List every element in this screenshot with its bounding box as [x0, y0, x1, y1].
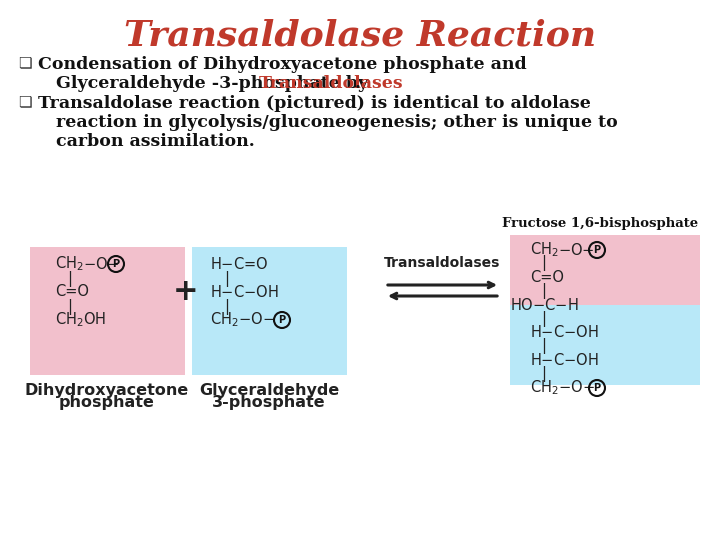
- Text: ❏: ❏: [18, 56, 32, 71]
- Text: Glyceraldehyde ‑3-phosphate by: Glyceraldehyde ‑3-phosphate by: [56, 75, 374, 92]
- Text: |: |: [68, 299, 73, 315]
- Text: reaction in glycolysis/gluconeogenesis; other is unique to: reaction in glycolysis/gluconeogenesis; …: [56, 114, 618, 131]
- Text: CH$_2$: CH$_2$: [55, 255, 84, 273]
- Text: Condensation of Dihydroxyacetone phosphate and: Condensation of Dihydroxyacetone phospha…: [38, 56, 526, 73]
- Text: carbon assimilation.: carbon assimilation.: [56, 133, 255, 150]
- Text: HO$-$C$-$H: HO$-$C$-$H: [510, 297, 579, 313]
- Text: .: .: [354, 75, 360, 92]
- Text: |: |: [541, 255, 546, 271]
- Text: P: P: [112, 259, 120, 269]
- Text: H$-$C=O: H$-$C=O: [210, 256, 269, 272]
- Text: |: |: [541, 366, 546, 382]
- Text: C=O: C=O: [55, 285, 89, 300]
- Text: H$-$C$-$OH: H$-$C$-$OH: [530, 352, 599, 368]
- Text: |: |: [68, 271, 73, 287]
- Bar: [30, 247, 185, 375]
- Text: ❏: ❏: [18, 95, 32, 110]
- Text: |: |: [541, 311, 546, 327]
- Text: |: |: [541, 338, 546, 354]
- Bar: [192, 247, 347, 375]
- Text: H$-$C$-$OH: H$-$C$-$OH: [530, 324, 599, 340]
- Text: P: P: [279, 315, 286, 325]
- Text: Transaldolase reaction (pictured) is identical to aldolase: Transaldolase reaction (pictured) is ide…: [38, 95, 591, 112]
- Text: Dihydroxyacetone: Dihydroxyacetone: [25, 383, 189, 398]
- Text: +: +: [174, 278, 199, 307]
- Text: P: P: [593, 383, 600, 393]
- Text: CH$_2$: CH$_2$: [530, 241, 559, 259]
- Text: CH$_2$$-$O$-$: CH$_2$$-$O$-$: [210, 310, 275, 329]
- Text: Fructose 1,6-bisphosphate: Fructose 1,6-bisphosphate: [502, 217, 698, 230]
- Text: phosphate: phosphate: [59, 395, 155, 409]
- Text: Transaldolases: Transaldolases: [384, 256, 500, 270]
- Text: Glyceraldehyde: Glyceraldehyde: [199, 383, 339, 398]
- Text: |: |: [225, 299, 230, 315]
- Text: 3-phosphate: 3-phosphate: [212, 395, 326, 409]
- Text: CH$_2$OH: CH$_2$OH: [55, 310, 107, 329]
- Text: H$-$C$-$OH: H$-$C$-$OH: [210, 284, 279, 300]
- Text: CH$_2$$-$O$-$: CH$_2$$-$O$-$: [530, 379, 595, 397]
- Text: P: P: [593, 245, 600, 255]
- Text: $-$O$-$: $-$O$-$: [558, 242, 595, 258]
- Text: $-$O$-$: $-$O$-$: [83, 256, 120, 272]
- Text: |: |: [225, 271, 230, 287]
- Bar: [510, 305, 700, 385]
- Bar: [510, 235, 700, 305]
- Text: Transaldolase Reaction: Transaldolase Reaction: [124, 18, 596, 52]
- Text: C=O: C=O: [530, 269, 564, 285]
- Text: Transaldolases: Transaldolases: [259, 75, 404, 92]
- Text: |: |: [541, 283, 546, 299]
